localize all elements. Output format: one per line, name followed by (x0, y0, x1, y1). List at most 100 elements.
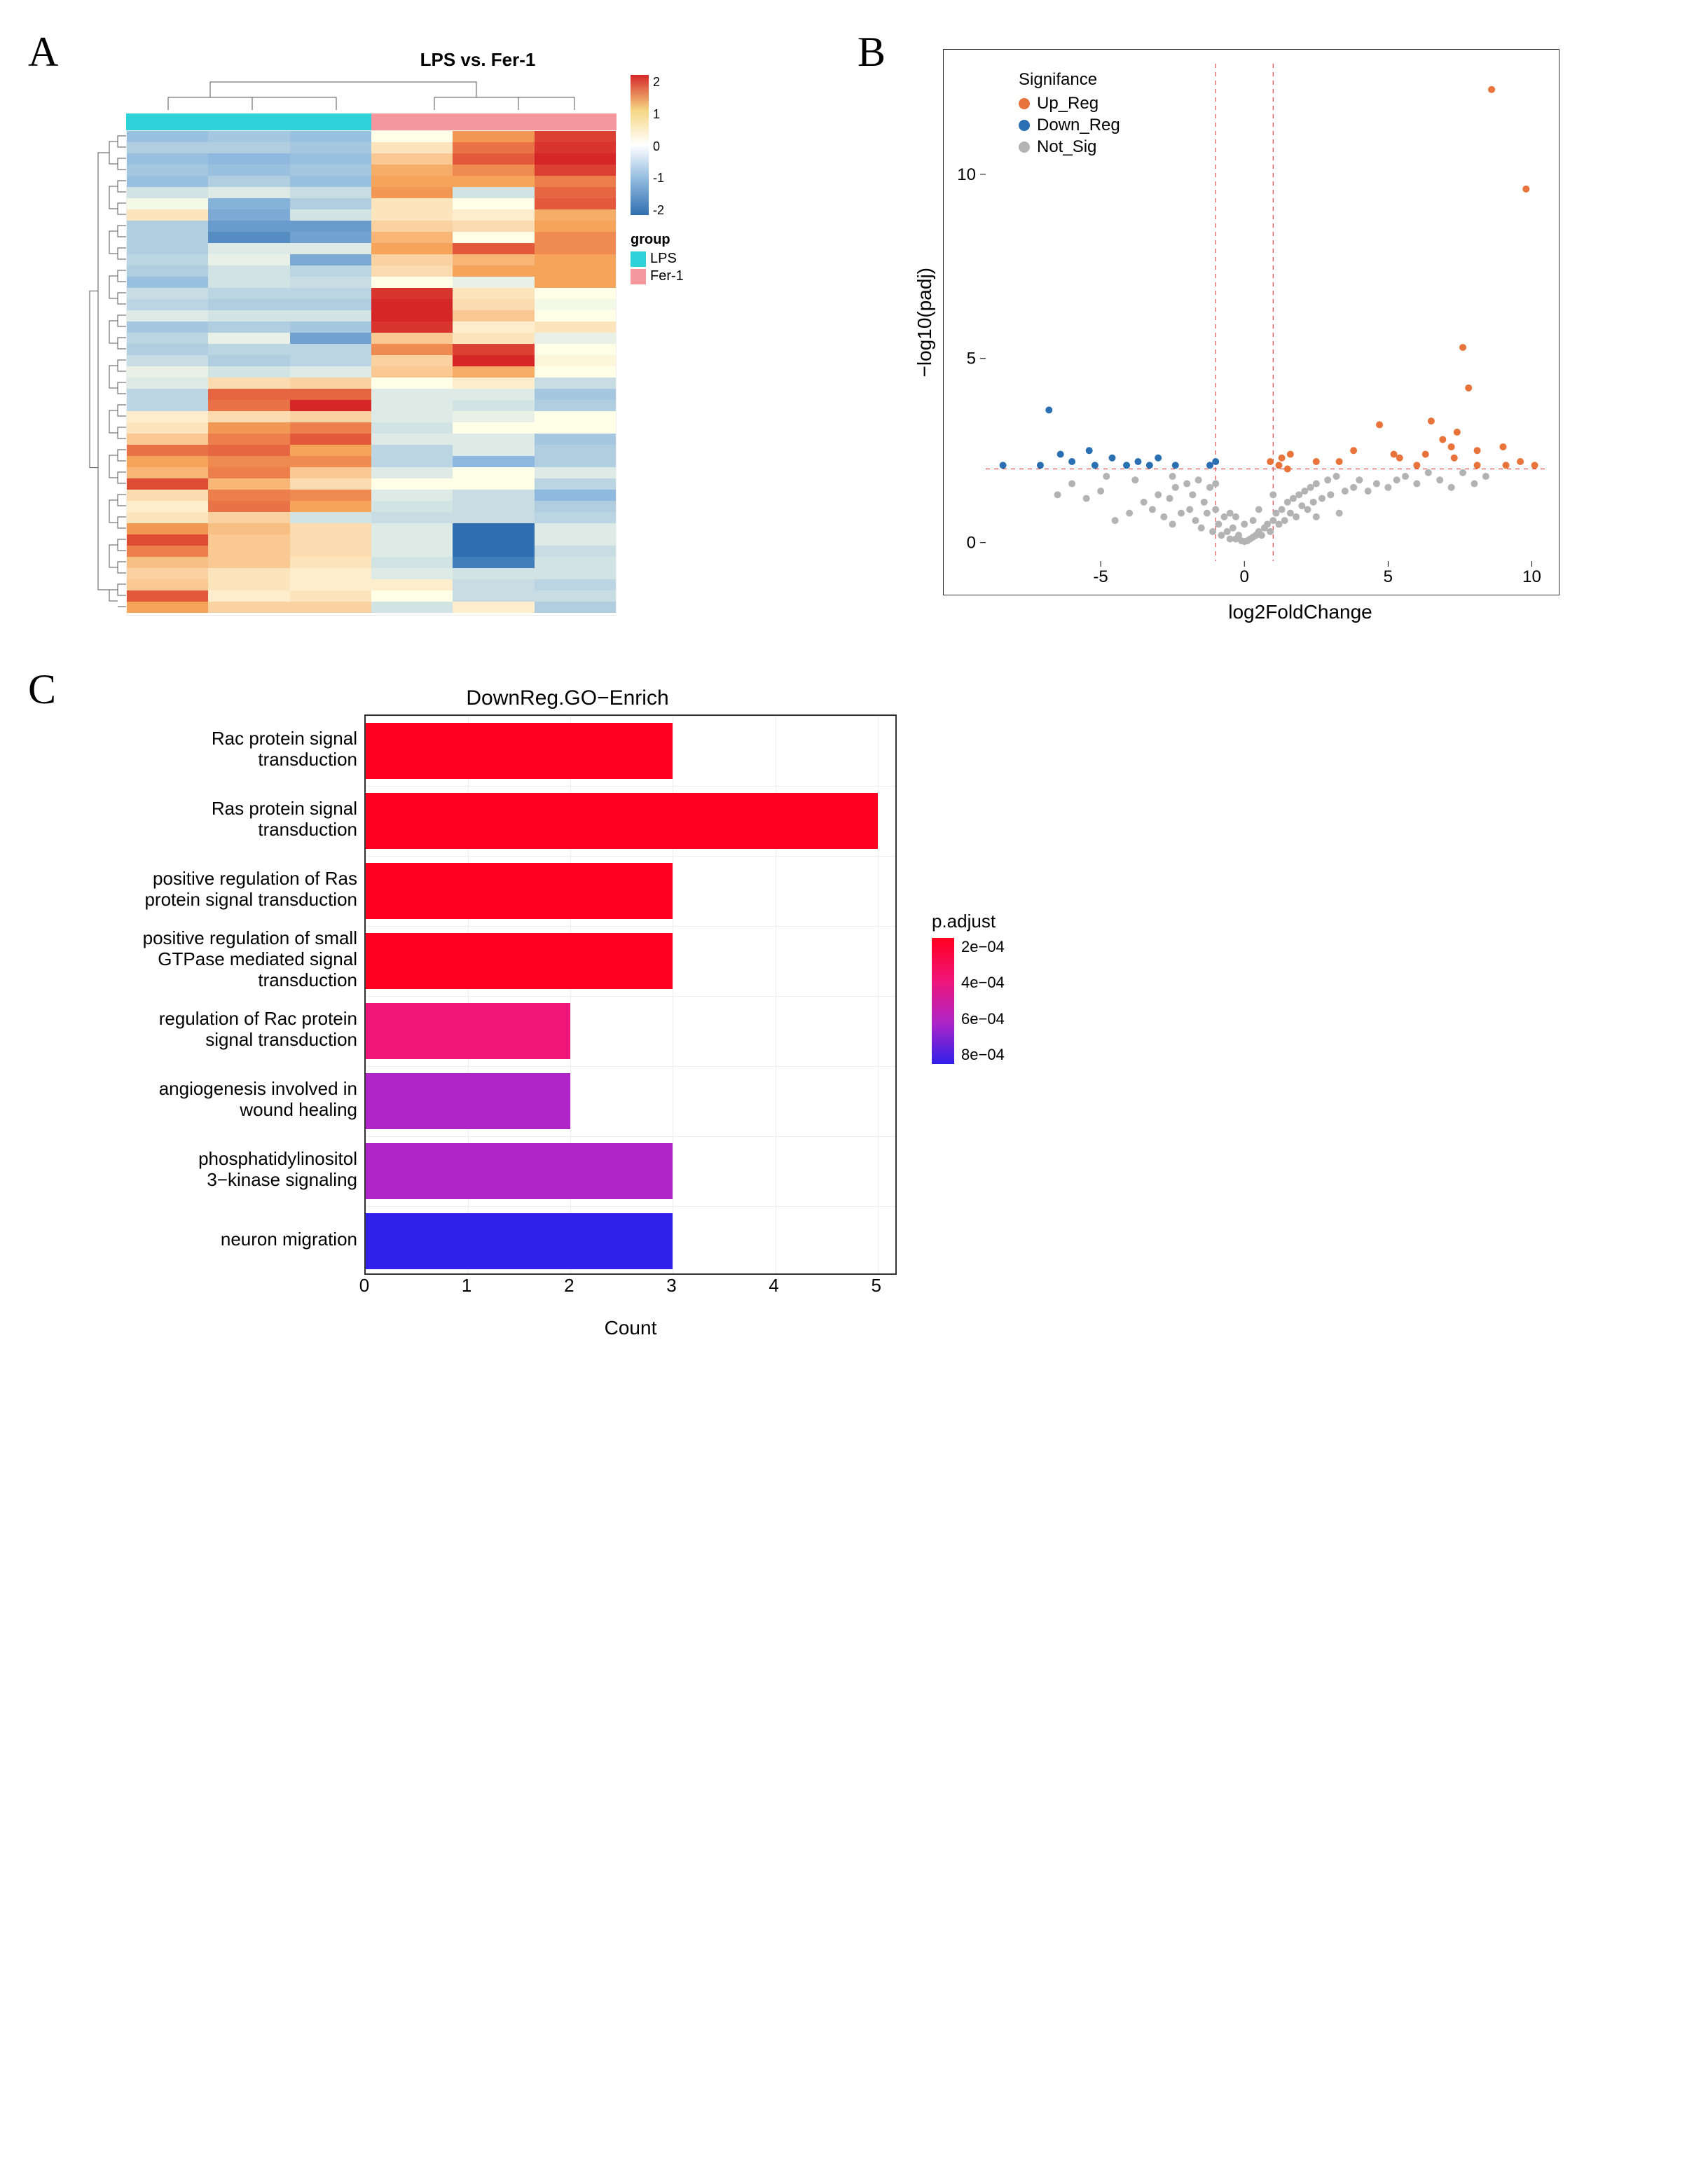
heatmap-cell (371, 434, 453, 445)
heatmap-cell (127, 445, 208, 456)
bar-rect (366, 793, 878, 849)
heatmap-cell (453, 310, 534, 322)
heatmap-cell (290, 165, 371, 176)
heatmap-cell (208, 277, 289, 288)
heatmap-cell (371, 153, 453, 165)
heatmap-cell (453, 400, 534, 411)
heatmap-cell (453, 434, 534, 445)
heatmap-row (127, 478, 616, 490)
volcano-point (1313, 481, 1320, 488)
volcano-point (1172, 462, 1179, 469)
volcano-point (1376, 421, 1383, 428)
heatmap-cell (290, 534, 371, 546)
heatmap-cell (127, 434, 208, 445)
heatmap-cell (535, 209, 616, 221)
heatmap-cell (290, 546, 371, 557)
heatmap-cell (535, 478, 616, 490)
svg-text:5: 5 (967, 350, 976, 368)
bar-category-label: neuron migration (98, 1205, 364, 1275)
heatmap-cell (208, 221, 289, 232)
heatmap-cell (535, 378, 616, 389)
heatmap-cell (290, 142, 371, 153)
heatmap-cell (290, 176, 371, 187)
bar-category-label: regulation of Rac proteinsignal transduc… (98, 995, 364, 1065)
volcano-point (1459, 469, 1466, 476)
heatmap-cell (371, 557, 453, 568)
volcano-point (1318, 495, 1326, 502)
legend-dot (1019, 120, 1030, 131)
heatmap-cell (453, 389, 534, 400)
heatmap-cell (127, 534, 208, 546)
heatmap-cell (535, 557, 616, 568)
volcano-point (1037, 462, 1044, 469)
bar-row (366, 1206, 895, 1276)
volcano-point (1391, 450, 1398, 457)
bar-category-label: Rac protein signaltransduction (98, 714, 364, 785)
heatmap-cell (535, 243, 616, 254)
volcano-point (1183, 481, 1190, 488)
heatmap-cell (290, 579, 371, 590)
heatmap-cell (290, 400, 371, 411)
heatmap-cell (290, 467, 371, 478)
heatmap-row (127, 400, 616, 411)
heatmap-cell (208, 557, 289, 568)
heatmap-cell (453, 445, 534, 456)
heatmap-cell (208, 344, 289, 355)
heatmap-cell (208, 546, 289, 557)
heatmap-cell (535, 523, 616, 534)
heatmap-cell (453, 523, 534, 534)
volcano-point (1459, 344, 1466, 351)
heatmap-cell (127, 400, 208, 411)
heatmap-row (127, 366, 616, 378)
heatmap-row (127, 602, 616, 613)
heatmap-cell (208, 153, 289, 165)
heatmap-row (127, 322, 616, 333)
heatmap-cell (535, 422, 616, 434)
heatmap-cell (290, 299, 371, 310)
group-legend-item: LPS (631, 251, 684, 267)
heatmap-cell (290, 254, 371, 265)
volcano-point (1166, 495, 1173, 502)
heatmap-cell (371, 198, 453, 209)
heatmap-cell (535, 322, 616, 333)
heatmap-cell (127, 467, 208, 478)
volcano-point (1324, 476, 1331, 483)
heatmap-cell (453, 512, 534, 523)
heatmap-cell (535, 142, 616, 153)
volcano-point (1224, 528, 1231, 535)
heatmap-row (127, 456, 616, 467)
heatmap-row (127, 512, 616, 523)
padj-legend-title: p.adjust (932, 911, 1005, 932)
heatmap-cell (371, 579, 453, 590)
bar-xaxis: 012345 (364, 1275, 897, 1296)
heatmap-cell (208, 254, 289, 265)
heatmap-cell (453, 254, 534, 265)
heatmap-grid (126, 130, 617, 616)
bar-xtick: 4 (769, 1275, 778, 1297)
heatmap-cell (453, 456, 534, 467)
heatmap-cell (127, 557, 208, 568)
heatmap-cell (371, 254, 453, 265)
col-dendrogram (84, 75, 617, 110)
volcano-point (1284, 499, 1291, 506)
volcano-point (1313, 513, 1320, 520)
heatmap-cell (535, 434, 616, 445)
heatmap-cell (371, 467, 453, 478)
heatmap-cell (290, 490, 371, 501)
volcano-point (1215, 520, 1222, 527)
heatmap-row (127, 422, 616, 434)
heatmap-cell (127, 478, 208, 490)
heatmap-cell (453, 176, 534, 187)
heatmap-cell (208, 187, 289, 198)
legend-dot (1019, 141, 1030, 153)
heatmap-cell (453, 322, 534, 333)
heatmap-cell (208, 602, 289, 613)
heatmap-cell (208, 198, 289, 209)
bar-rect (366, 933, 673, 989)
heatmap-cell (208, 389, 289, 400)
heatmap-cell (371, 366, 453, 378)
volcano-point (1103, 473, 1110, 480)
heatmap-cell (290, 310, 371, 322)
heatmap-row (127, 568, 616, 579)
heatmap-row (127, 490, 616, 501)
